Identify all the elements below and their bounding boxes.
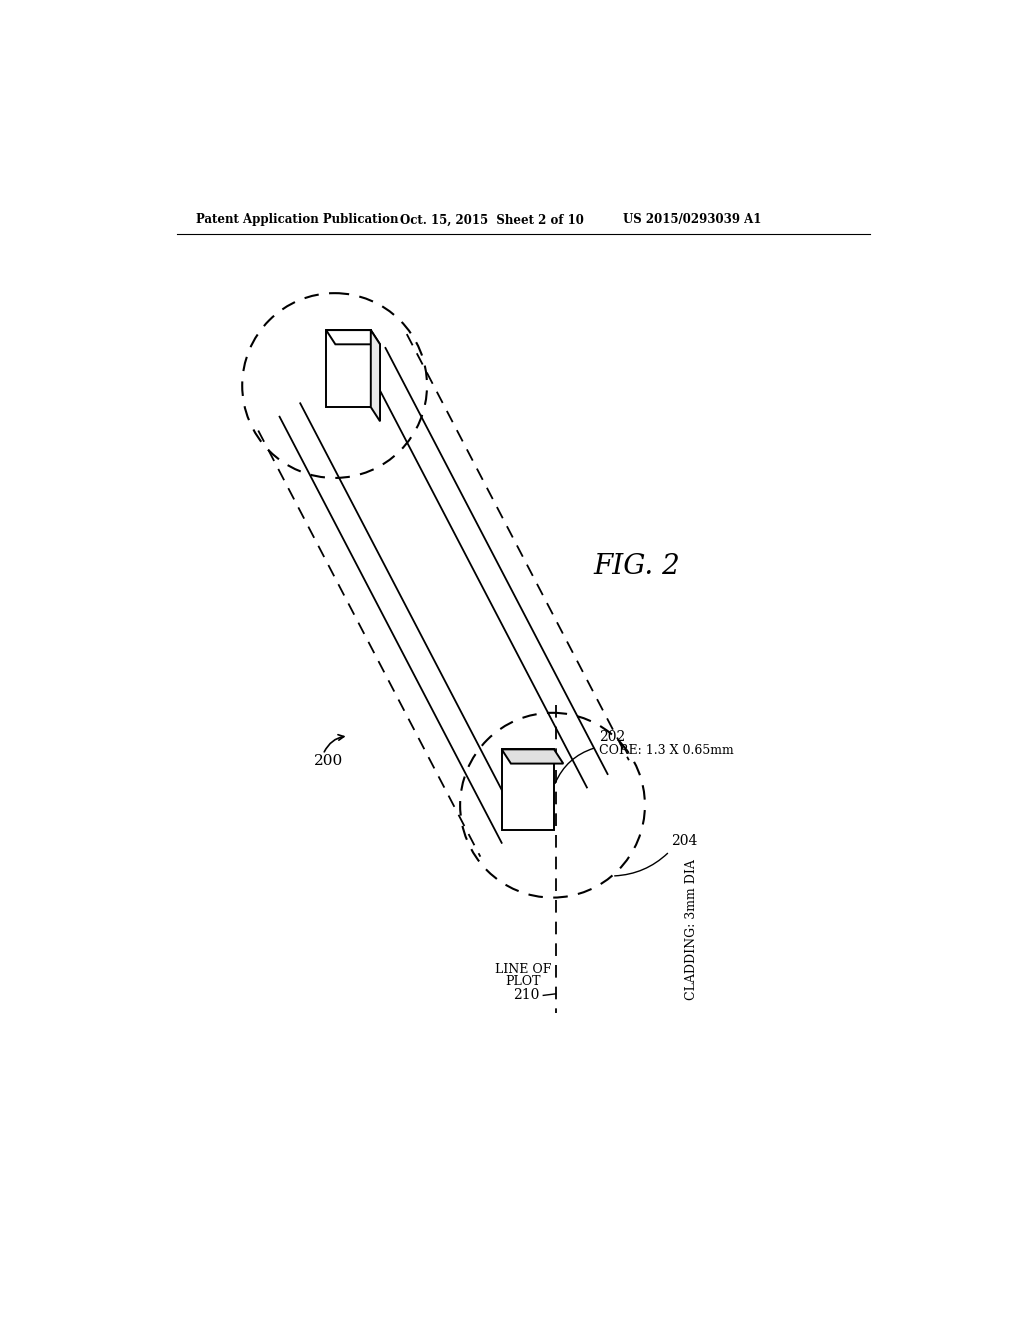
Text: PLOT: PLOT bbox=[506, 975, 541, 989]
Text: Oct. 15, 2015  Sheet 2 of 10: Oct. 15, 2015 Sheet 2 of 10 bbox=[400, 214, 584, 227]
Text: 210: 210 bbox=[513, 989, 540, 1002]
Polygon shape bbox=[326, 330, 380, 345]
Text: US 2015/0293039 A1: US 2015/0293039 A1 bbox=[624, 214, 762, 227]
Text: CLADDING: 3mm DIA: CLADDING: 3mm DIA bbox=[685, 859, 698, 1001]
Text: 202: 202 bbox=[599, 730, 625, 743]
Polygon shape bbox=[371, 330, 380, 421]
Text: CORE: 1.3 X 0.65mm: CORE: 1.3 X 0.65mm bbox=[599, 744, 733, 758]
Polygon shape bbox=[326, 330, 371, 407]
Text: 204: 204 bbox=[671, 834, 697, 847]
Text: Patent Application Publication: Patent Application Publication bbox=[196, 214, 398, 227]
Text: LINE OF: LINE OF bbox=[495, 962, 552, 975]
Text: 200: 200 bbox=[313, 754, 343, 767]
Polygon shape bbox=[502, 750, 554, 830]
Text: FIG. 2: FIG. 2 bbox=[594, 553, 681, 579]
Polygon shape bbox=[502, 750, 563, 763]
